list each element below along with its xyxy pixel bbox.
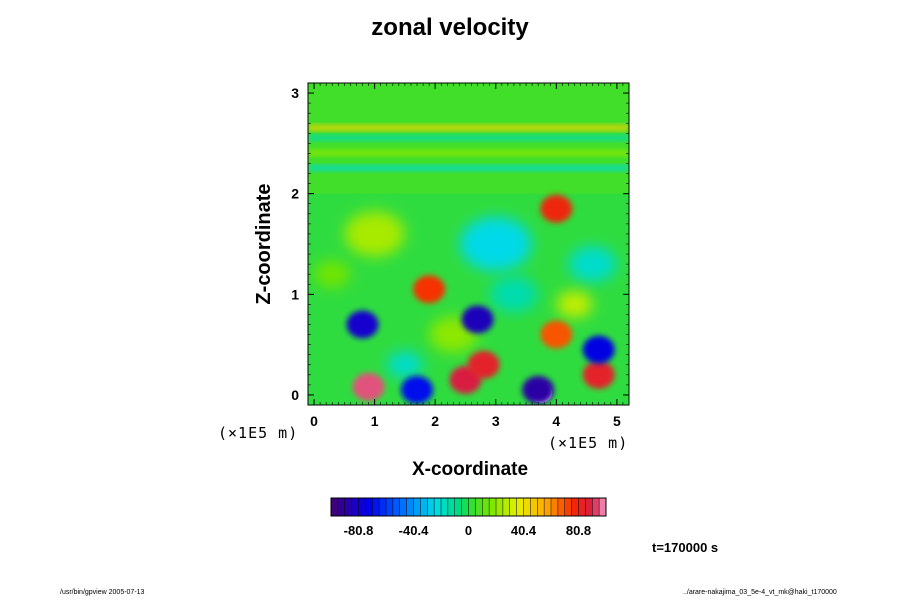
field-feature — [540, 320, 573, 349]
colorbar-cell — [523, 498, 531, 516]
colorbar-cell — [482, 498, 490, 516]
velocity-field — [308, 83, 629, 404]
colorbar-cell — [337, 498, 346, 516]
colorbar-cell — [599, 498, 607, 516]
colorbar-frame — [330, 497, 607, 517]
colorbar-cell — [386, 498, 394, 516]
field-patch — [568, 246, 617, 283]
colorbar-cell — [413, 498, 421, 516]
colorbar-cell — [516, 498, 524, 516]
colorbar-cell — [468, 498, 476, 516]
colorbar-cell — [392, 498, 401, 516]
field-feature — [461, 305, 494, 334]
colorbar-tick-label: 80.8 — [566, 523, 591, 538]
colorbar-cell — [537, 498, 545, 516]
field-patch — [314, 260, 351, 288]
colorbar-cell — [544, 498, 552, 516]
colorbar-cell — [454, 498, 463, 516]
x-unit-label: (×1E5 m) — [548, 434, 628, 452]
x-tick-label: 5 — [613, 413, 621, 429]
y-tick-label: 1 — [291, 286, 299, 302]
colorbar-cell — [427, 498, 435, 516]
colorbar-cell — [530, 498, 538, 516]
field-feature — [582, 335, 615, 364]
colorbar-cell — [331, 498, 339, 516]
field-patch — [386, 351, 423, 379]
field-patch — [556, 290, 593, 318]
colorbar-cell — [434, 498, 442, 516]
colorbar-cell — [585, 498, 593, 516]
x-tick-label: 2 — [431, 413, 439, 429]
colorbar-cell — [557, 498, 566, 516]
upper-band — [308, 150, 629, 156]
field-feature — [522, 375, 555, 404]
colorbar-cell — [564, 498, 573, 516]
colorbar-cell — [447, 498, 456, 516]
y-axis-label: Z-coordinate — [253, 183, 275, 304]
colorbar-tick-label: 40.4 — [511, 523, 537, 538]
upper-band — [308, 135, 629, 141]
x-tick-label: 3 — [492, 413, 500, 429]
colorbar-cell — [461, 498, 469, 516]
colorbar: -80.8 -40.4 0 40.4 80.8 — [330, 497, 607, 538]
colorbar-cell — [372, 498, 380, 516]
colorbar-cell — [365, 498, 373, 516]
axis-ticks: 0 1 2 3 4 5 0 1 2 3 — [291, 83, 629, 429]
field-feature — [352, 372, 385, 401]
colorbar-cell — [578, 498, 586, 516]
colorbar-cell — [496, 498, 504, 516]
colorbar-cell — [420, 498, 428, 516]
x-axis-label: X-coordinate — [411, 459, 529, 480]
x-tick-label: 4 — [552, 413, 560, 429]
colorbar-cell — [592, 498, 600, 516]
colorbar-cell — [399, 498, 408, 516]
field-patch — [489, 276, 538, 313]
colorbar-tick-label: 0 — [465, 523, 472, 538]
colorbar-cell — [351, 498, 359, 516]
colorbar-cell — [571, 498, 579, 516]
y-tick-label: 2 — [291, 186, 299, 202]
footer-right: ../arare-nakajima_03_5e-4_vt_mk@haki_t17… — [683, 589, 837, 596]
upper-band — [308, 125, 629, 131]
colorbar-cell — [551, 498, 559, 516]
colorbar-cell — [475, 498, 483, 516]
colorbar-cell — [489, 498, 497, 516]
x-tick-label: 1 — [371, 413, 379, 429]
colorbar-cell — [406, 498, 414, 516]
upper-band — [308, 165, 629, 171]
colorbar-cell — [344, 498, 353, 516]
x-tick-label: 0 — [310, 413, 318, 429]
y-tick-label: 3 — [291, 85, 299, 101]
field-patch — [459, 217, 532, 271]
chart-title: zonal velocity — [371, 14, 529, 41]
field-feature — [467, 350, 500, 379]
colorbar-cell — [441, 498, 449, 516]
colorbar-cell — [379, 498, 387, 516]
colorbar-tick-label: -40.4 — [399, 523, 429, 538]
colorbar-cell — [509, 498, 518, 516]
colorbar-cell — [358, 498, 366, 516]
field-feature — [401, 375, 434, 404]
colorbar-cell — [502, 498, 511, 516]
y-unit-label: (×1E5 m) — [218, 424, 298, 442]
field-feature — [540, 194, 573, 223]
field-feature — [346, 310, 379, 339]
colorbar-tick-label: -80.8 — [344, 523, 374, 538]
field-feature — [413, 275, 446, 304]
time-label: t=170000 s — [652, 540, 719, 555]
footer-left: /usr/bin/gpview 2005-07-13 — [60, 589, 145, 596]
field-patch — [344, 211, 405, 257]
field-feature — [582, 360, 615, 389]
y-tick-label: 0 — [291, 387, 299, 403]
